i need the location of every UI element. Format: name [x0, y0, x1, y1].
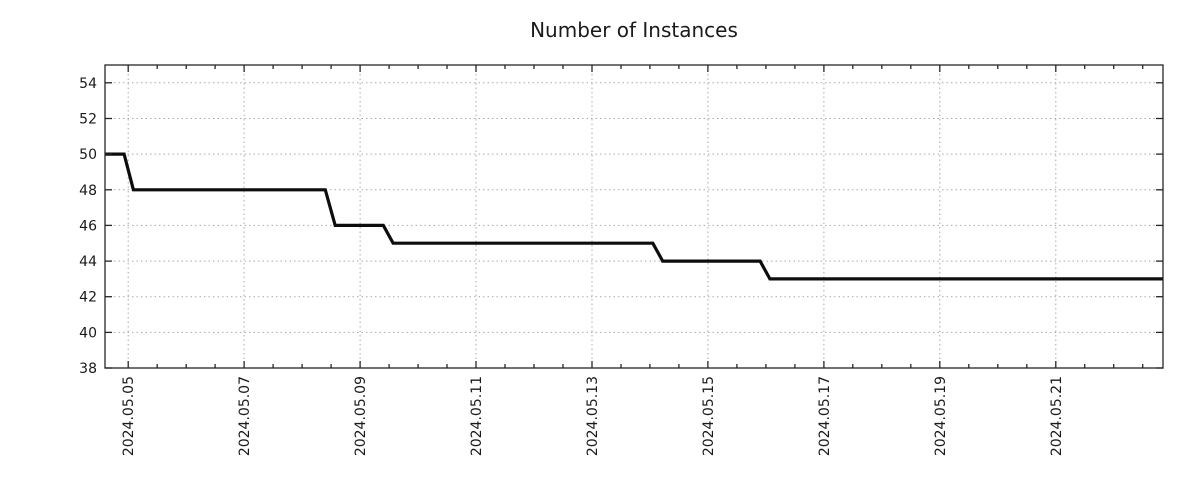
y-tick-label: 50 [79, 147, 97, 163]
x-tick-label: 2024.05.13 [585, 376, 601, 456]
y-tick-label: 42 [79, 290, 97, 306]
x-tick-label: 2024.05.15 [701, 376, 717, 456]
series-line-instances [105, 152, 1163, 281]
y-tick-label: 44 [79, 254, 97, 270]
y-tick-label: 40 [79, 325, 97, 341]
y-tick-label: 38 [79, 361, 97, 377]
x-tick-label: 2024.05.21 [1049, 376, 1065, 456]
x-tick-label: 2024.05.19 [933, 376, 949, 456]
x-tick-label: 2024.05.17 [817, 376, 833, 456]
y-tick-label: 48 [79, 183, 97, 199]
y-tick-label: 52 [79, 112, 97, 128]
x-tick-label: 2024.05.05 [121, 376, 137, 456]
x-tick-label: 2024.05.07 [237, 376, 253, 456]
plot-border [104, 64, 1164, 369]
x-tick-label: 2024.05.11 [469, 376, 485, 456]
y-tick-label: 46 [79, 218, 97, 234]
x-tick-label: 2024.05.09 [353, 376, 369, 456]
y-tick-label: 54 [79, 76, 97, 92]
chart-title: Number of Instances [530, 18, 738, 42]
